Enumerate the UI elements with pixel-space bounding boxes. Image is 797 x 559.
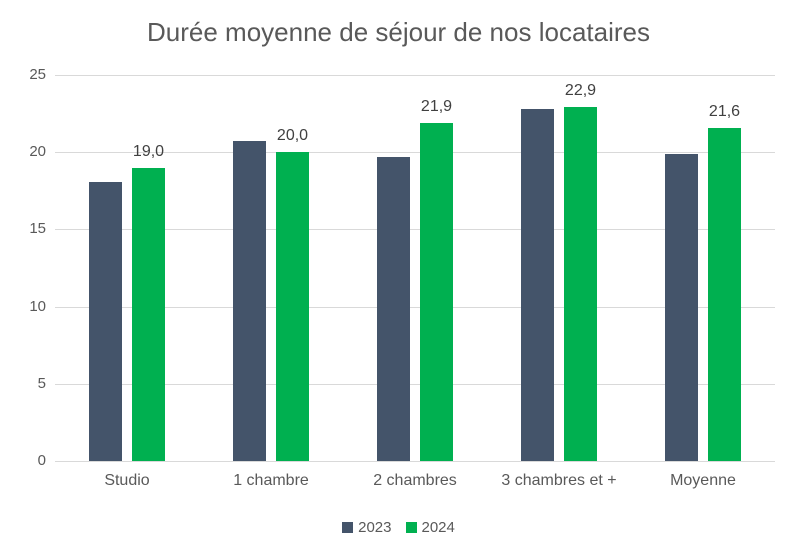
value-label: 21,6 xyxy=(708,102,741,120)
legend-label-2023: 2023 xyxy=(358,519,392,536)
x-axis-label: 3 chambres et + xyxy=(501,472,617,489)
x-axis-labels: Studio 1 chambre 2 chambres 3 chambres et +… xyxy=(55,472,775,490)
bar-group: 22,9 xyxy=(487,75,631,461)
y-tick-label: 20 xyxy=(29,143,46,161)
gridline xyxy=(55,461,775,462)
bar-group: 19,0 xyxy=(55,75,199,461)
bar-2024: 19,0 xyxy=(132,143,165,461)
bar-2023 xyxy=(665,153,698,461)
gridline xyxy=(55,306,775,308)
bar-2023 xyxy=(89,181,122,461)
x-axis-label: 2 chambres xyxy=(373,472,457,489)
bar-2024: 22,9 xyxy=(564,82,597,461)
value-label: 20,0 xyxy=(276,127,309,145)
value-label: 21,9 xyxy=(420,97,453,115)
value-label: 19,0 xyxy=(132,142,165,160)
x-axis-label: Studio xyxy=(104,472,150,489)
value-label: 22,9 xyxy=(564,82,597,100)
legend-item-2024: 2024 xyxy=(405,519,455,536)
y-tick-label: 25 xyxy=(29,66,46,83)
legend-swatch-2023 xyxy=(342,522,354,533)
bar-2023 xyxy=(233,141,266,461)
bar-2023 xyxy=(377,156,410,461)
legend-swatch-2024 xyxy=(405,522,417,533)
legend-item-2023: 2023 xyxy=(342,519,392,536)
plot-area: 19,0 20,0 21,9 22,9 21,6 xyxy=(55,75,775,462)
x-axis-label: Moyenne xyxy=(670,472,736,489)
bar-group: 20,0 xyxy=(199,75,343,461)
y-tick-label: 5 xyxy=(37,374,46,392)
y-tick-label: 15 xyxy=(29,220,46,238)
chart-title: Durée moyenne de séjour de nos locataire… xyxy=(147,17,650,47)
bar-groups: 19,0 20,0 21,9 22,9 21,6 xyxy=(55,75,775,461)
bar-2024: 21,9 xyxy=(420,98,453,461)
y-tick-label: 0 xyxy=(37,452,46,469)
bar-2024: 21,6 xyxy=(708,103,741,461)
gridline xyxy=(55,75,775,76)
legend-label-2024: 2024 xyxy=(421,519,455,536)
bar-2023 xyxy=(521,108,554,461)
gridline xyxy=(55,229,775,231)
bar-2024: 20,0 xyxy=(276,127,309,461)
bar-group: 21,6 xyxy=(631,75,775,461)
y-tick-label: 10 xyxy=(29,297,46,315)
gridline xyxy=(55,383,775,385)
x-axis-label: 1 chambre xyxy=(233,472,309,489)
legend: 2023 2024 xyxy=(0,519,797,536)
bar-group: 21,9 xyxy=(343,75,487,461)
gridline xyxy=(55,152,775,154)
